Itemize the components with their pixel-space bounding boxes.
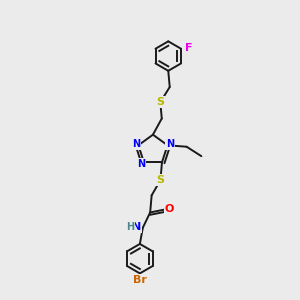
Text: S: S [156, 97, 164, 107]
Text: S: S [157, 175, 164, 185]
Text: O: O [165, 205, 174, 214]
Text: H: H [126, 222, 134, 232]
Text: Br: Br [133, 275, 147, 285]
Text: F: F [184, 43, 192, 53]
Text: N: N [166, 139, 174, 149]
Text: N: N [132, 222, 141, 232]
Text: N: N [137, 159, 146, 169]
Text: N: N [132, 139, 140, 149]
